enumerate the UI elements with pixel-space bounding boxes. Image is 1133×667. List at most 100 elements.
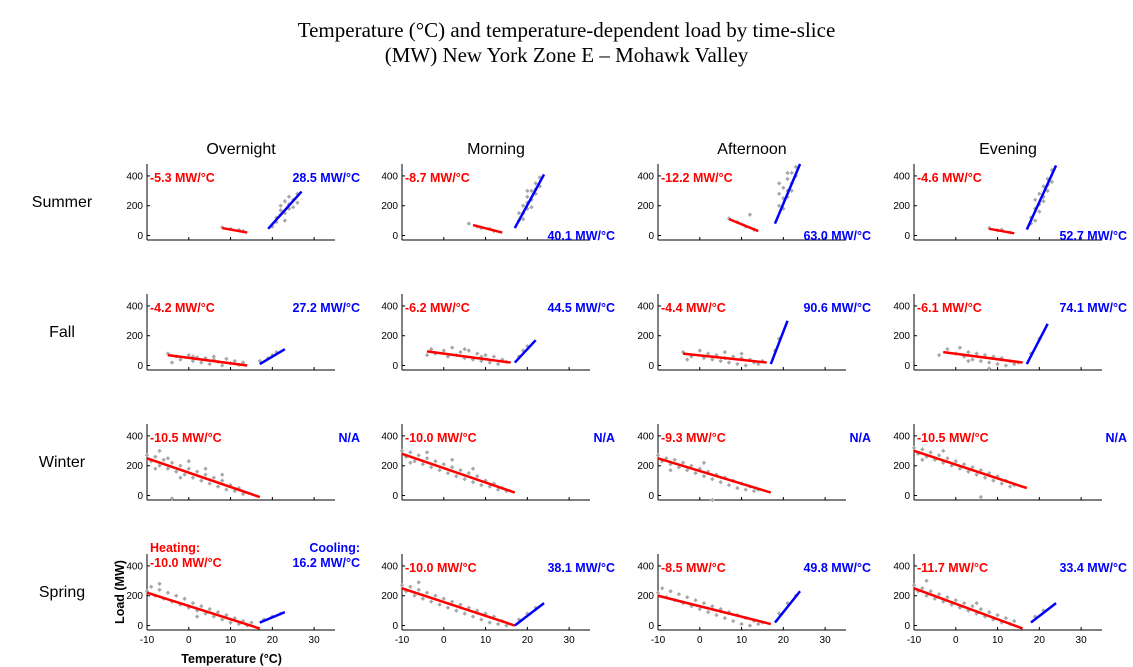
data-point-spring-afternoon-5 (676, 592, 682, 597)
data-point-winter-evening-13 (966, 469, 971, 474)
data-point-fall-overnight-11 (220, 363, 225, 368)
y-tick-label-winter-evening-400: 400 (893, 431, 910, 442)
data-point-fall-afternoon-10 (731, 354, 736, 359)
heating-fit-line-spring-afternoon (657, 594, 772, 626)
data-point-winter-morning-0 (399, 448, 405, 454)
data-point-fall-afternoon-18 (685, 357, 690, 362)
cooling-fit-line-fall-afternoon (769, 320, 789, 365)
data-point-spring-afternoon-24 (756, 621, 761, 627)
x-tick-label-spring-overnight-30: 30 (309, 635, 321, 646)
data-point-fall-morning-10 (475, 351, 480, 356)
data-point-summer-evening-14 (1049, 167, 1055, 173)
data-point-spring-morning-12 (449, 599, 455, 604)
x-tick-label-spring-overnight-0: 0 (186, 635, 192, 646)
cooling-slope-label-spring-evening: 33.4 MW/°C (1059, 561, 1127, 575)
row-label-winter: Winter (39, 454, 86, 471)
x-tick-label-spring-afternoon-20: 20 (778, 635, 790, 646)
data-point-winter-evening-21 (999, 481, 1004, 486)
data-point-spring-morning-13 (454, 608, 459, 613)
cooling-caption-spring-overnight: Cooling: (309, 541, 360, 555)
chart-title: Temperature (°C) and temperature-depende… (0, 18, 1133, 68)
y-tick-label-fall-evening-0: 0 (904, 361, 910, 372)
column-header-afternoon: Afternoon (717, 141, 786, 158)
data-point-winter-evening-12 (961, 462, 967, 467)
data-point-winter-overnight-5 (165, 466, 171, 471)
heating-slope-label-winter-afternoon: -9.3 MW/°C (661, 431, 726, 445)
x-tick-label-spring-evening-30: 30 (1076, 635, 1088, 646)
heating-slope-label-winter-overnight: -10.5 MW/°C (150, 431, 222, 445)
data-point-summer-afternoon-7 (781, 196, 786, 201)
data-point-spring-evening-4 (928, 589, 933, 594)
data-point-fall-evening-12 (995, 361, 1000, 367)
heating-fit-line-fall-morning (426, 350, 511, 364)
data-point-winter-overnight-16 (211, 475, 217, 480)
data-point-winter-morning-27 (424, 450, 430, 455)
data-point-spring-overnight-22 (236, 621, 242, 627)
data-point-summer-afternoon-3 (747, 212, 753, 217)
y-axis-title: Load (MW) (113, 560, 127, 624)
data-point-summer-overnight-12 (291, 205, 296, 210)
y-tick-label-fall-afternoon-400: 400 (637, 301, 654, 312)
y-tick-label-winter-overnight-200: 200 (126, 461, 143, 472)
data-point-spring-morning-11 (445, 605, 451, 610)
data-point-fall-evening-13 (999, 355, 1004, 361)
heating-fit-line-fall-afternoon (682, 352, 767, 364)
data-point-spring-afternoon-15 (718, 606, 723, 612)
data-point-winter-overnight-8 (178, 463, 183, 468)
data-point-winter-afternoon-21 (743, 487, 748, 492)
data-point-winter-overnight-6 (169, 460, 175, 465)
data-point-spring-morning-23 (495, 621, 501, 627)
x-tick-label-spring-afternoon-10: 10 (736, 635, 748, 646)
data-point-summer-afternoon-17 (789, 188, 794, 194)
data-point-winter-morning-10 (441, 462, 446, 467)
data-point-winter-evening-23 (1007, 484, 1013, 489)
data-point-winter-overnight-17 (215, 484, 221, 489)
data-point-winter-afternoon-27 (701, 460, 707, 465)
data-point-winter-afternoon-4 (672, 457, 677, 462)
data-point-spring-overnight-25 (249, 620, 254, 625)
data-point-spring-afternoon-9 (693, 597, 698, 603)
data-point-winter-morning-28 (449, 457, 455, 462)
cooling-fit-line-spring-morning (514, 602, 545, 627)
data-point-fall-evening-6 (970, 357, 975, 362)
data-point-winter-overnight-19 (224, 487, 229, 492)
data-point-winter-afternoon-15 (718, 479, 723, 485)
data-point-fall-evening-7 (974, 351, 979, 356)
heating-slope-label-fall-afternoon: -4.4 MW/°C (661, 301, 726, 315)
data-point-winter-afternoon-13 (710, 476, 715, 482)
data-point-fall-evening-0 (936, 352, 942, 358)
data-point-spring-overnight-1 (148, 584, 154, 589)
y-tick-label-spring-morning-200: 200 (381, 591, 398, 602)
data-point-winter-morning-29 (470, 466, 476, 471)
data-point-spring-overnight-8 (178, 602, 183, 607)
data-point-spring-afternoon-3 (668, 589, 673, 594)
data-point-winter-evening-6 (936, 453, 942, 458)
data-point-fall-overnight-14 (232, 358, 237, 364)
data-point-summer-afternoon-19 (785, 170, 790, 176)
data-point-fall-overnight-3 (186, 352, 191, 358)
data-point-winter-evening-15 (974, 472, 979, 477)
heating-slope-label-winter-evening: -10.5 MW/°C (917, 431, 989, 445)
data-point-winter-morning-15 (462, 476, 467, 482)
data-point-summer-overnight-11 (286, 194, 292, 199)
data-point-summer-evening-8 (1037, 191, 1042, 197)
data-point-spring-overnight-26 (157, 581, 162, 587)
data-point-winter-overnight-28 (220, 472, 225, 477)
y-tick-label-winter-overnight-400: 400 (126, 431, 143, 442)
y-tick-label-winter-evening-200: 200 (893, 461, 910, 472)
cooling-slope-label-winter-overnight: N/A (338, 431, 360, 445)
data-point-summer-morning-0 (466, 221, 472, 226)
data-point-summer-morning-13 (533, 181, 538, 186)
data-point-fall-evening-8 (978, 358, 984, 364)
y-tick-label-spring-morning-400: 400 (381, 561, 398, 572)
data-point-spring-evening-6 (936, 592, 942, 597)
y-tick-label-summer-morning-0: 0 (392, 231, 398, 242)
data-point-winter-evening-27 (978, 494, 984, 500)
y-tick-label-fall-overnight-400: 400 (126, 301, 143, 312)
data-point-spring-morning-10 (441, 596, 446, 601)
y-tick-label-summer-afternoon-400: 400 (637, 171, 654, 182)
data-point-winter-morning-12 (449, 465, 455, 470)
data-point-spring-overnight-21 (232, 615, 237, 621)
data-point-summer-overnight-14 (295, 191, 300, 197)
y-tick-label-summer-overnight-0: 0 (137, 231, 143, 242)
